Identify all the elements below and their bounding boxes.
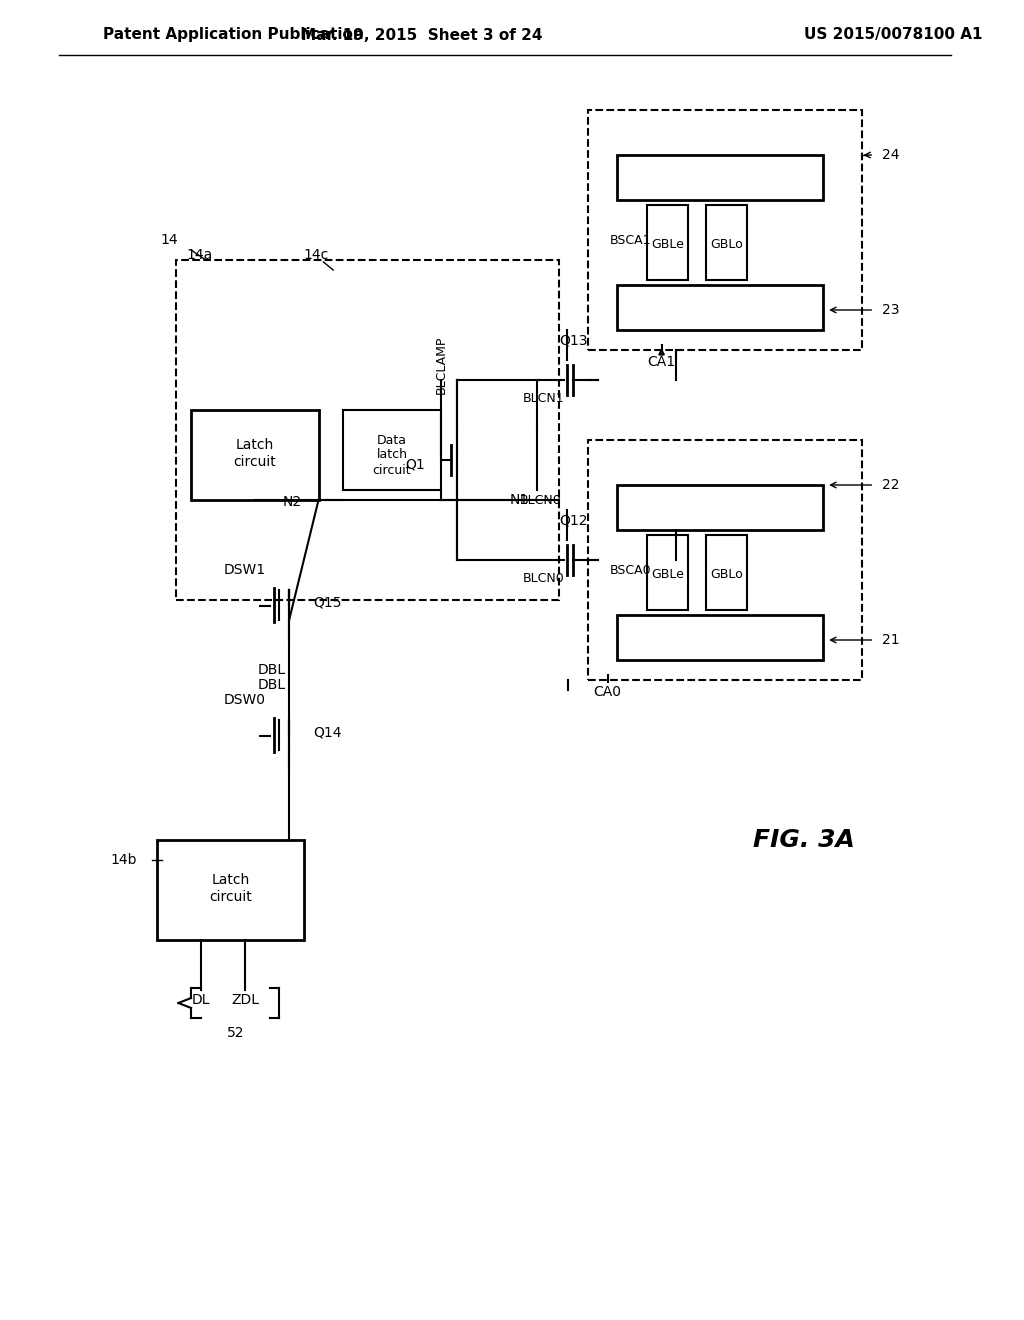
Text: DBL: DBL [257,678,286,692]
Bar [617,484,823,531]
Text: BLCN0: BLCN0 [520,494,562,507]
Text: 14: 14 [161,234,178,247]
Text: GBLe: GBLe [651,569,684,582]
Text: 24: 24 [882,148,899,162]
Bar [706,535,746,610]
Text: latch: latch [377,449,408,462]
Text: DBL: DBL [257,663,286,677]
Text: 22: 22 [882,478,899,492]
Text: US 2015/0078100 A1: US 2015/0078100 A1 [804,28,982,42]
Text: Mar. 19, 2015  Sheet 3 of 24: Mar. 19, 2015 Sheet 3 of 24 [301,28,542,42]
Bar [588,110,862,350]
Text: 14b: 14b [111,853,137,867]
Bar [343,411,441,490]
Text: FIG. 3A: FIG. 3A [753,828,855,851]
Text: Q1: Q1 [406,458,425,473]
Text: N2: N2 [283,495,302,510]
Text: 52: 52 [226,1026,244,1040]
Text: circuit: circuit [209,890,252,904]
Bar [647,205,688,280]
Bar [617,615,823,660]
Text: 23: 23 [882,304,899,317]
Text: Latch: Latch [211,873,250,887]
Bar [617,154,823,201]
Text: BLCLAMP: BLCLAMP [434,335,447,395]
Text: CA1: CA1 [647,355,676,370]
Text: DL: DL [191,993,210,1007]
Text: BSCA0: BSCA0 [609,564,651,577]
Text: ZDL: ZDL [231,993,259,1007]
Text: Patent Application Publication: Patent Application Publication [102,28,364,42]
Text: GBLo: GBLo [710,569,742,582]
Bar [647,535,688,610]
Text: 14a: 14a [186,248,212,261]
Text: Q13: Q13 [559,333,588,347]
Bar [706,205,746,280]
Bar [617,285,823,330]
Text: circuit: circuit [233,455,276,469]
Text: circuit: circuit [373,463,412,477]
Text: BSCA1: BSCA1 [609,234,651,247]
Text: DSW0: DSW0 [224,693,266,708]
Text: Q12: Q12 [559,513,588,527]
Text: N1: N1 [510,492,529,507]
Text: CA0: CA0 [594,685,622,700]
Text: BLCN1: BLCN1 [523,392,565,404]
Text: Data: Data [377,433,407,446]
Text: 14c: 14c [304,248,329,261]
Bar [157,840,304,940]
Text: Q14: Q14 [313,725,342,739]
Bar [588,440,862,680]
Text: BLCN0: BLCN0 [523,572,565,585]
Bar [176,260,559,601]
Text: Q15: Q15 [313,595,342,609]
Text: DSW1: DSW1 [224,564,266,577]
Text: 21: 21 [882,634,900,647]
Text: Latch: Latch [236,438,274,451]
Text: GBLo: GBLo [710,239,742,252]
Text: GBLe: GBLe [651,239,684,252]
Bar [191,411,318,500]
